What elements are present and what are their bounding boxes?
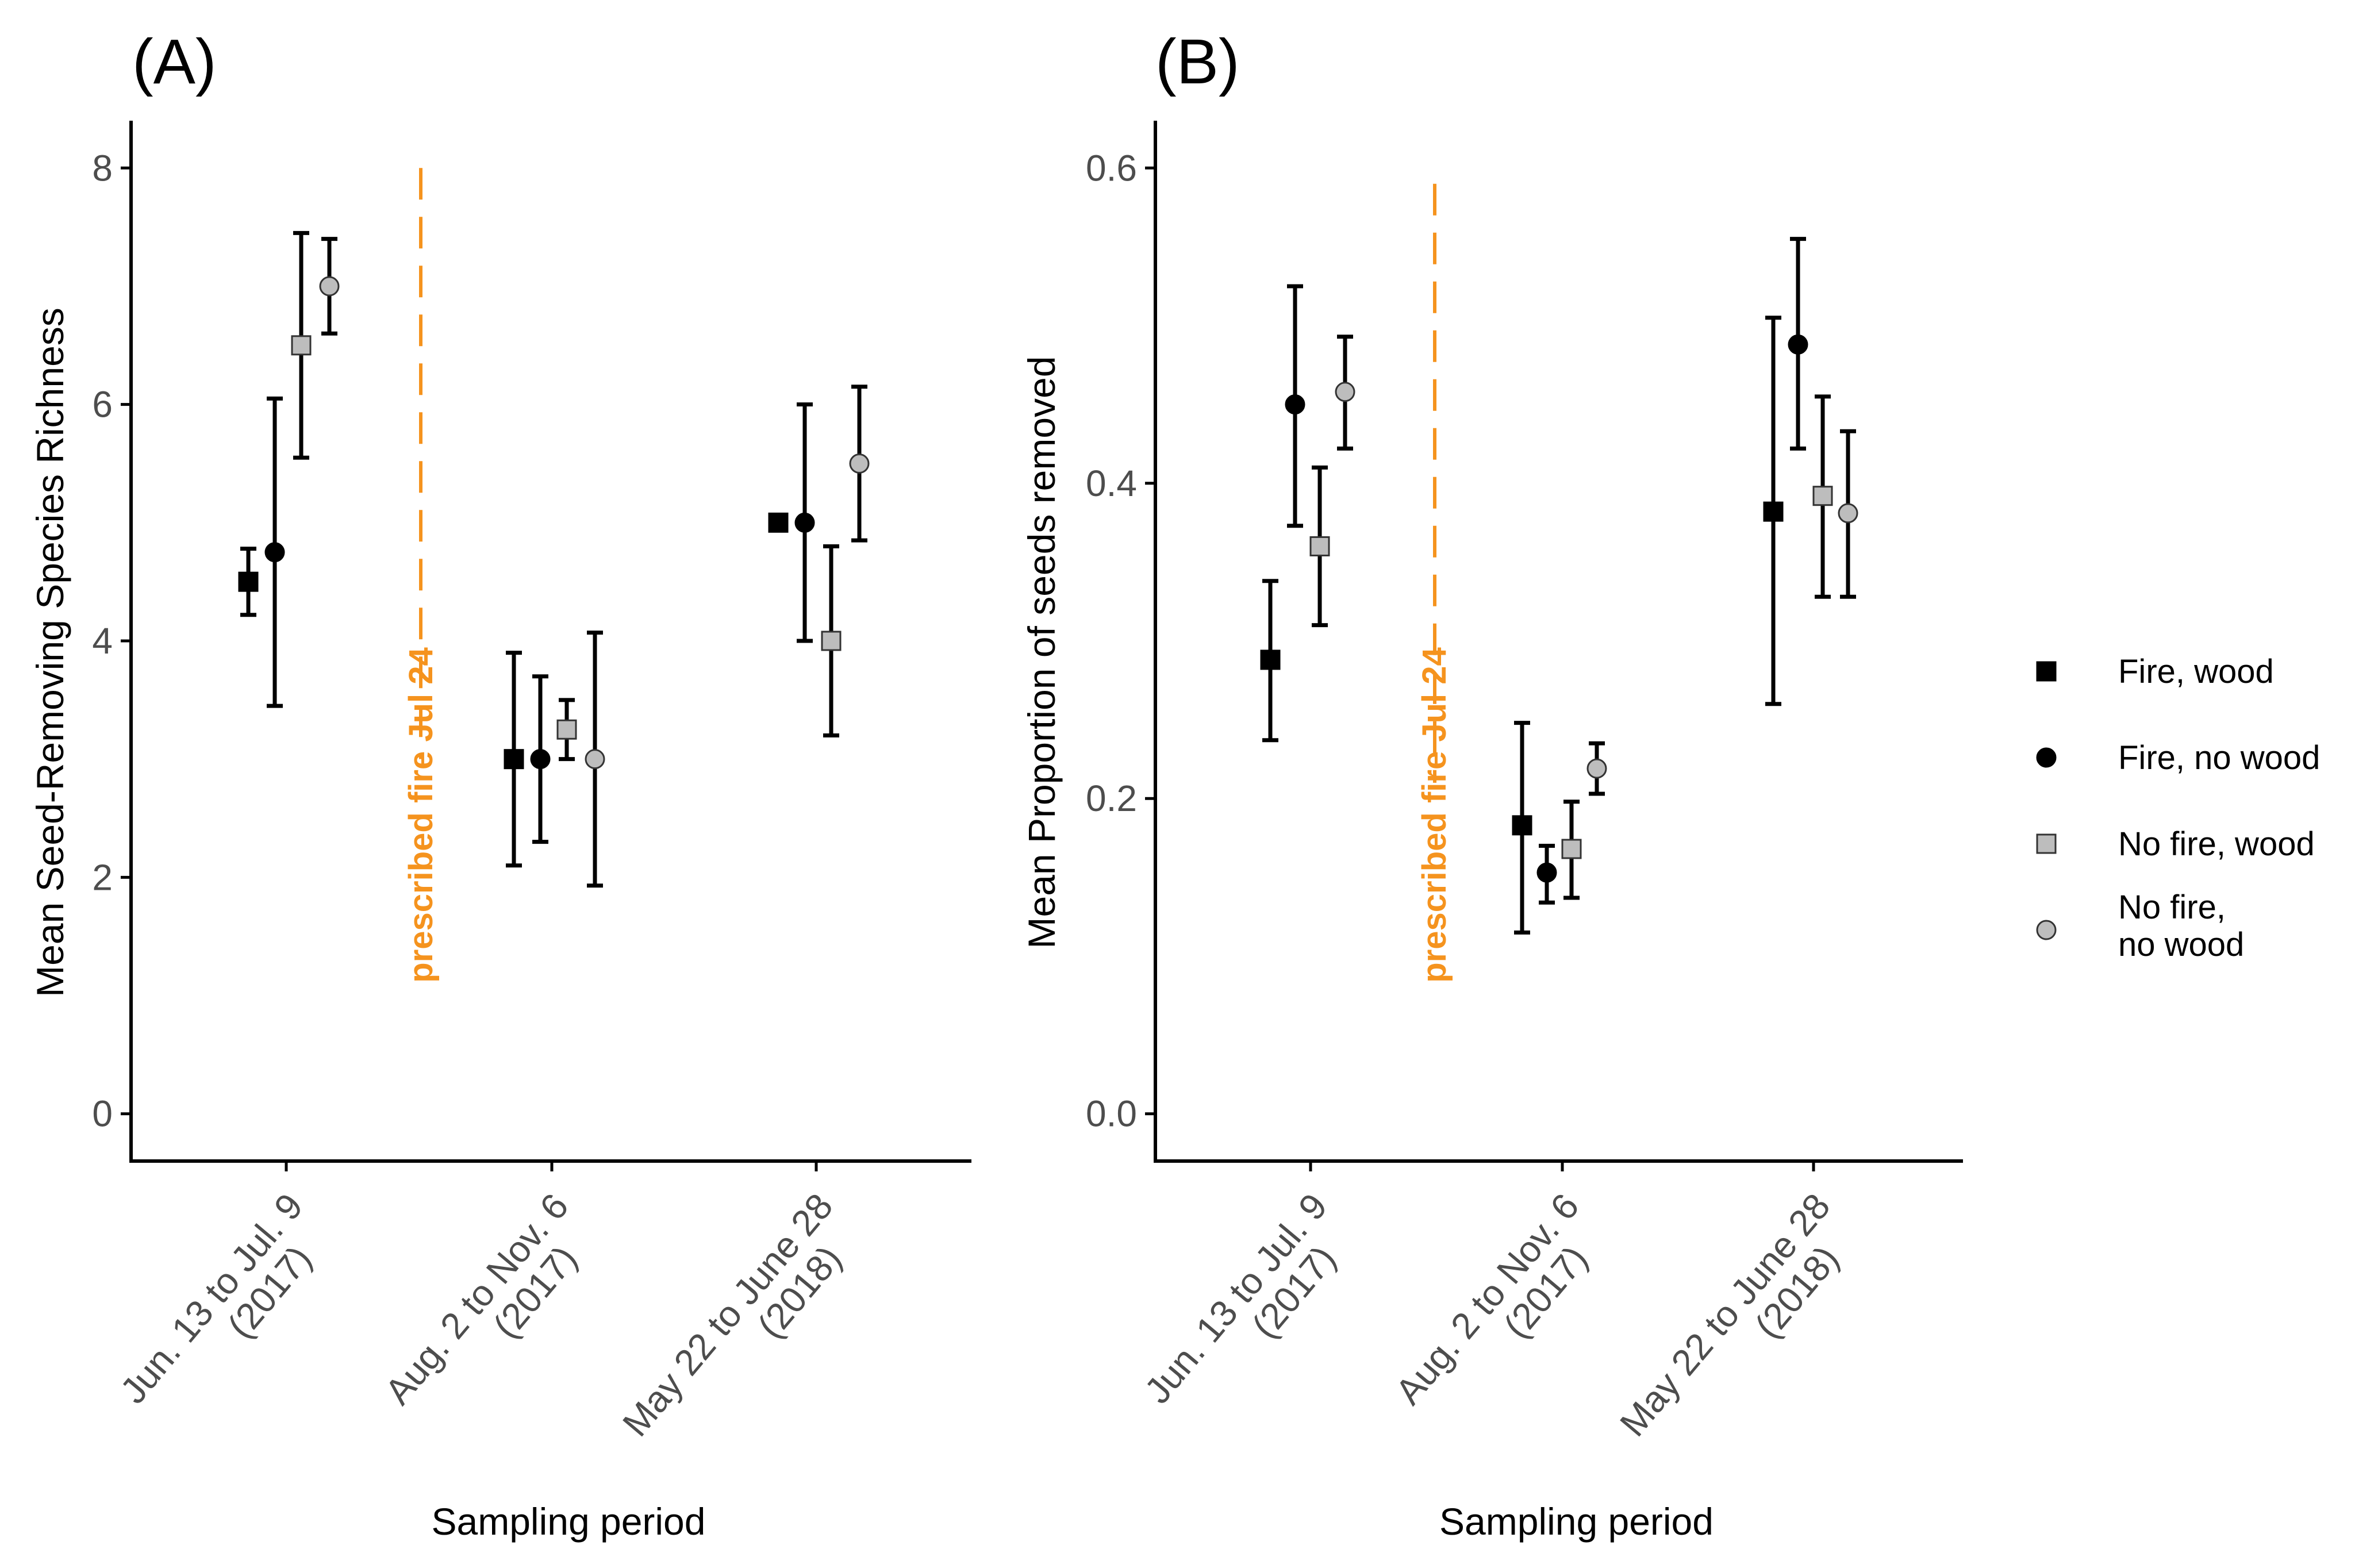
x-axis-title: Sampling period xyxy=(432,1500,706,1543)
legend-label: Fire, wood xyxy=(2118,653,2274,690)
data-point-nfw xyxy=(1309,536,1330,556)
legend-key-nfnw xyxy=(2036,920,2057,940)
y-tick-label: 8 xyxy=(92,147,113,189)
legend: Fire, wood Fire, no wood No fire, wood No f… xyxy=(2036,653,2320,963)
y-tick-label: 0.0 xyxy=(1086,1093,1137,1135)
y-tick-label: 0.2 xyxy=(1086,778,1137,819)
data-point-nfw xyxy=(1561,839,1582,859)
data-point-nfnw xyxy=(319,276,340,297)
y-tick-label: 4 xyxy=(92,620,113,662)
y-tick-label: 0.6 xyxy=(1086,147,1137,189)
data-point-fw xyxy=(1512,815,1532,836)
data-point-nfnw xyxy=(585,749,605,770)
panel-b: (B) 0.0 0.2 0.4 0.6 Jun. 13 to Jul. 9(2017) Au… xyxy=(1020,26,1963,1543)
data-point-nfw xyxy=(556,719,577,740)
fire-annotation: prescribed fire Jul 24 xyxy=(1416,647,1453,982)
y-tick-label: 0.4 xyxy=(1086,463,1137,504)
x-tick-label: Jun. 13 to Jul. 9(2017) xyxy=(1136,1186,1366,1437)
data-point-nfw xyxy=(291,335,312,356)
data-point-fw xyxy=(1260,650,1281,670)
legend-label: Fire, no wood xyxy=(2118,739,2320,777)
y-tick-label: 0 xyxy=(92,1093,113,1135)
x-tick-label: Aug. 2 to Nov. 6(2017) xyxy=(1388,1186,1618,1438)
x-axis-title: Sampling period xyxy=(1439,1500,1714,1543)
data-point-nfw xyxy=(1812,486,1833,506)
data-point-fnw xyxy=(264,542,285,563)
data-point-fnw xyxy=(1788,334,1808,355)
y-axis-title: Mean Proportion of seeds removed xyxy=(1020,356,1063,949)
legend-label: No fire, wood xyxy=(2118,825,2315,863)
data-point-nfnw xyxy=(1838,503,1858,524)
panel-a: (A) 0 2 4 6 8 Jun. 13 to Jul. 9(2017) Aug. 2 to… xyxy=(29,26,971,1543)
x-tick-label: Jun. 13 to Jul. 9(2017) xyxy=(112,1186,341,1437)
legend-label: no wood xyxy=(2118,926,2244,963)
y-tick-label: 6 xyxy=(92,384,113,425)
data-point-fw xyxy=(238,571,259,592)
x-tick-label: May 22 to June 28(2018) xyxy=(1612,1186,1869,1470)
data-point-nfw xyxy=(821,631,842,651)
data-point-fnw xyxy=(530,749,551,770)
data-point-fnw xyxy=(1536,862,1557,883)
data-point-nfnw xyxy=(849,453,870,474)
y-tick-label: 2 xyxy=(92,856,113,898)
data-point-fw xyxy=(1763,501,1784,522)
data-point-fw xyxy=(768,512,789,533)
x-tick-label: Aug. 2 to Nov. 6(2017) xyxy=(377,1186,608,1438)
panel-label: (A) xyxy=(132,26,217,97)
data-point-nfnw xyxy=(1586,758,1607,779)
data-point-fnw xyxy=(1285,394,1305,415)
x-tick-label: May 22 to June 28(2018) xyxy=(614,1186,871,1470)
legend-key-nfw xyxy=(2036,833,2057,854)
panel-label: (B) xyxy=(1155,26,1240,97)
data-point-fw xyxy=(504,749,524,770)
data-point-fnw xyxy=(794,512,815,533)
legend-label: No fire, xyxy=(2118,889,2226,926)
fire-annotation: prescribed fire Jul 24 xyxy=(402,647,440,982)
legend-key-fnw xyxy=(2036,747,2057,768)
legend-key-fw xyxy=(2036,661,2057,682)
data-point-nfnw xyxy=(1335,382,1355,402)
y-axis-title: Mean Seed-Removing Species Richness xyxy=(29,308,71,997)
